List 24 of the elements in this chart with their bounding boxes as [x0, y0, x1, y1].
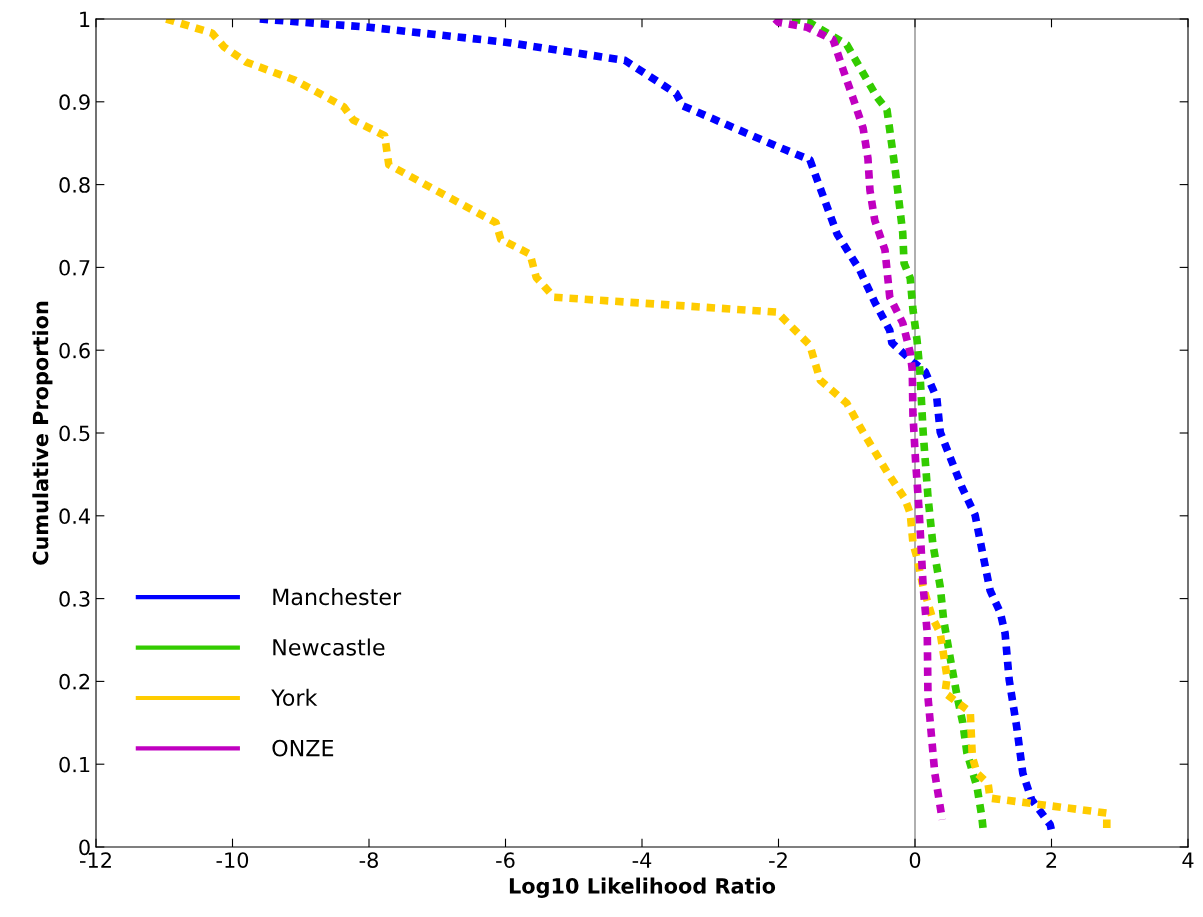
y-tick-label: 0.9	[59, 94, 90, 111]
legend-label: Newcastle	[273, 638, 385, 656]
x-axis-title: Log10 Likelihood Ratio	[509, 877, 776, 898]
y-tick-label: 0.1	[59, 756, 90, 773]
legend-label: Manchester	[273, 588, 402, 606]
x-tick-label: -2	[769, 852, 787, 868]
x-tick-label: -8	[359, 852, 378, 868]
y-axis-title: Cumulative Proportion	[32, 301, 53, 565]
x-tick-label: 0	[909, 852, 921, 868]
y-tick-label: 0.8	[59, 177, 90, 193]
x-tick-label: -4	[632, 852, 652, 868]
y-tick-label: 0.4	[59, 508, 90, 525]
legend-label: York	[271, 688, 318, 707]
x-tick-label: -6	[496, 852, 515, 868]
y-tick-label: 0.2	[59, 673, 90, 690]
x-tick-label: -10	[216, 852, 249, 868]
legend-label: ONZE	[272, 739, 334, 757]
y-tick-label: 0.6	[59, 342, 90, 359]
y-tick-label: 1	[80, 11, 90, 27]
y-tick-label: 0.3	[59, 591, 90, 607]
x-tick-label: 2	[1046, 852, 1057, 868]
y-tick-label: 0.7	[59, 259, 90, 276]
y-tick-label: 0.5	[59, 425, 90, 442]
x-tick-label: 4	[1182, 852, 1194, 868]
